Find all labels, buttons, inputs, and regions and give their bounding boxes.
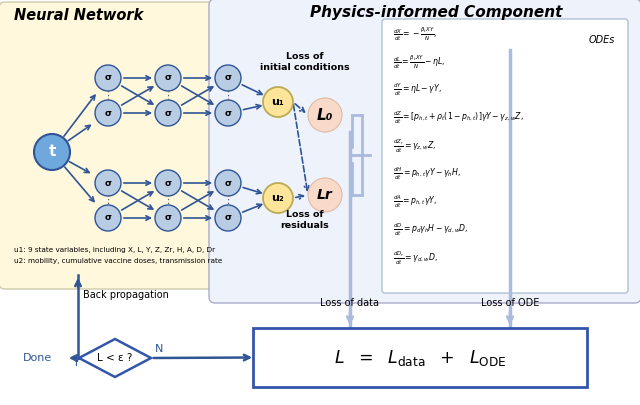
Text: $\frac{dZ}{dt} = [p_{h,t} + \rho_t(1-p_{h,t})]\gamma Y - \gamma_{z,w}Z,$: $\frac{dZ}{dt} = [p_{h,t} + \rho_t(1-p_{… bbox=[393, 110, 524, 126]
Text: σ: σ bbox=[225, 73, 232, 83]
Circle shape bbox=[308, 178, 342, 212]
Text: ⋮: ⋮ bbox=[102, 196, 113, 205]
Text: $\frac{dD_r}{dt} = \gamma_{d,w}D,$: $\frac{dD_r}{dt} = \gamma_{d,w}D,$ bbox=[393, 249, 438, 266]
Text: Y: Y bbox=[73, 358, 80, 368]
Circle shape bbox=[215, 65, 241, 91]
Text: σ: σ bbox=[104, 213, 111, 222]
Text: u₂: u₂ bbox=[271, 193, 284, 203]
Text: ⋮: ⋮ bbox=[163, 196, 173, 205]
Text: $\frac{dL}{dt} = \frac{\beta_t XY}{N} - \eta L,$: $\frac{dL}{dt} = \frac{\beta_t XY}{N} - … bbox=[393, 53, 445, 71]
Text: Loss of ODE: Loss of ODE bbox=[481, 298, 539, 308]
Circle shape bbox=[215, 170, 241, 196]
Text: ⋮: ⋮ bbox=[163, 90, 173, 100]
Text: u1: 9 state variables, including X, L, Y, Z, Zr, H, A, D, Dr: u1: 9 state variables, including X, L, Y… bbox=[14, 247, 215, 253]
FancyBboxPatch shape bbox=[382, 19, 628, 293]
Text: Loss of
initial conditions: Loss of initial conditions bbox=[260, 52, 350, 72]
Circle shape bbox=[308, 98, 342, 132]
FancyBboxPatch shape bbox=[0, 2, 306, 289]
Text: $\frac{dD}{dt} = p_d\gamma_h H - \gamma_{d,w}D,$: $\frac{dD}{dt} = p_d\gamma_h H - \gamma_… bbox=[393, 222, 468, 238]
Text: u₁: u₁ bbox=[271, 97, 284, 107]
Circle shape bbox=[95, 205, 121, 231]
Circle shape bbox=[95, 65, 121, 91]
Text: L < ε ?: L < ε ? bbox=[97, 353, 132, 363]
Circle shape bbox=[95, 170, 121, 196]
Circle shape bbox=[215, 205, 241, 231]
FancyBboxPatch shape bbox=[209, 0, 640, 303]
Circle shape bbox=[263, 183, 293, 213]
Circle shape bbox=[155, 65, 181, 91]
Text: N: N bbox=[155, 344, 163, 354]
Text: $L\ \ =\ \ L_{\mathrm{data}}\ \ +\ \ L_{\mathrm{ODE}}$: $L\ \ =\ \ L_{\mathrm{data}}\ \ +\ \ L_{… bbox=[333, 347, 506, 367]
Circle shape bbox=[155, 205, 181, 231]
Text: Neural Network: Neural Network bbox=[14, 8, 143, 23]
Text: Lr: Lr bbox=[317, 188, 333, 202]
Circle shape bbox=[95, 100, 121, 126]
Text: σ: σ bbox=[104, 109, 111, 117]
Text: σ: σ bbox=[164, 179, 172, 188]
Text: $\frac{dZ_r}{dt} = \gamma_{z,w}Z,$: $\frac{dZ_r}{dt} = \gamma_{z,w}Z,$ bbox=[393, 137, 436, 155]
Text: ⋮: ⋮ bbox=[223, 90, 234, 100]
Text: $\frac{dA}{dt} = p_{h,t}\gamma Y,$: $\frac{dA}{dt} = p_{h,t}\gamma Y,$ bbox=[393, 194, 437, 210]
Text: σ: σ bbox=[104, 179, 111, 188]
Text: σ: σ bbox=[164, 109, 172, 117]
Text: Loss of data: Loss of data bbox=[321, 298, 380, 308]
Circle shape bbox=[155, 170, 181, 196]
Text: σ: σ bbox=[225, 109, 232, 117]
Circle shape bbox=[155, 100, 181, 126]
Text: Physics-informed Component: Physics-informed Component bbox=[310, 5, 563, 20]
Text: σ: σ bbox=[225, 213, 232, 222]
Polygon shape bbox=[79, 339, 151, 377]
Circle shape bbox=[263, 87, 293, 117]
Text: Back propagation: Back propagation bbox=[83, 290, 169, 300]
Text: Loss of
residuals: Loss of residuals bbox=[280, 210, 330, 230]
Text: ⋮: ⋮ bbox=[223, 196, 234, 205]
Text: $\frac{dH}{dt} = p_{h,t}\gamma Y - \gamma_h H,$: $\frac{dH}{dt} = p_{h,t}\gamma Y - \gamm… bbox=[393, 166, 461, 182]
Circle shape bbox=[34, 134, 70, 170]
Text: σ: σ bbox=[164, 73, 172, 83]
FancyBboxPatch shape bbox=[253, 328, 587, 387]
Text: u2: mobility, cumulative vaccine doses, transmission rate: u2: mobility, cumulative vaccine doses, … bbox=[14, 258, 222, 264]
Text: L₀: L₀ bbox=[317, 107, 333, 122]
Text: $\frac{dX}{dt} = -\frac{\beta_t XY}{N},$: $\frac{dX}{dt} = -\frac{\beta_t XY}{N},$ bbox=[393, 25, 437, 43]
Text: t: t bbox=[48, 145, 56, 160]
Circle shape bbox=[215, 100, 241, 126]
Text: ODEs: ODEs bbox=[589, 35, 615, 45]
Text: Done: Done bbox=[24, 353, 52, 363]
Text: σ: σ bbox=[164, 213, 172, 222]
Text: σ: σ bbox=[225, 179, 232, 188]
Text: $\frac{dY}{dt} = \eta L - \gamma Y,$: $\frac{dY}{dt} = \eta L - \gamma Y,$ bbox=[393, 82, 442, 98]
Text: σ: σ bbox=[104, 73, 111, 83]
Text: ⋮: ⋮ bbox=[102, 90, 113, 100]
